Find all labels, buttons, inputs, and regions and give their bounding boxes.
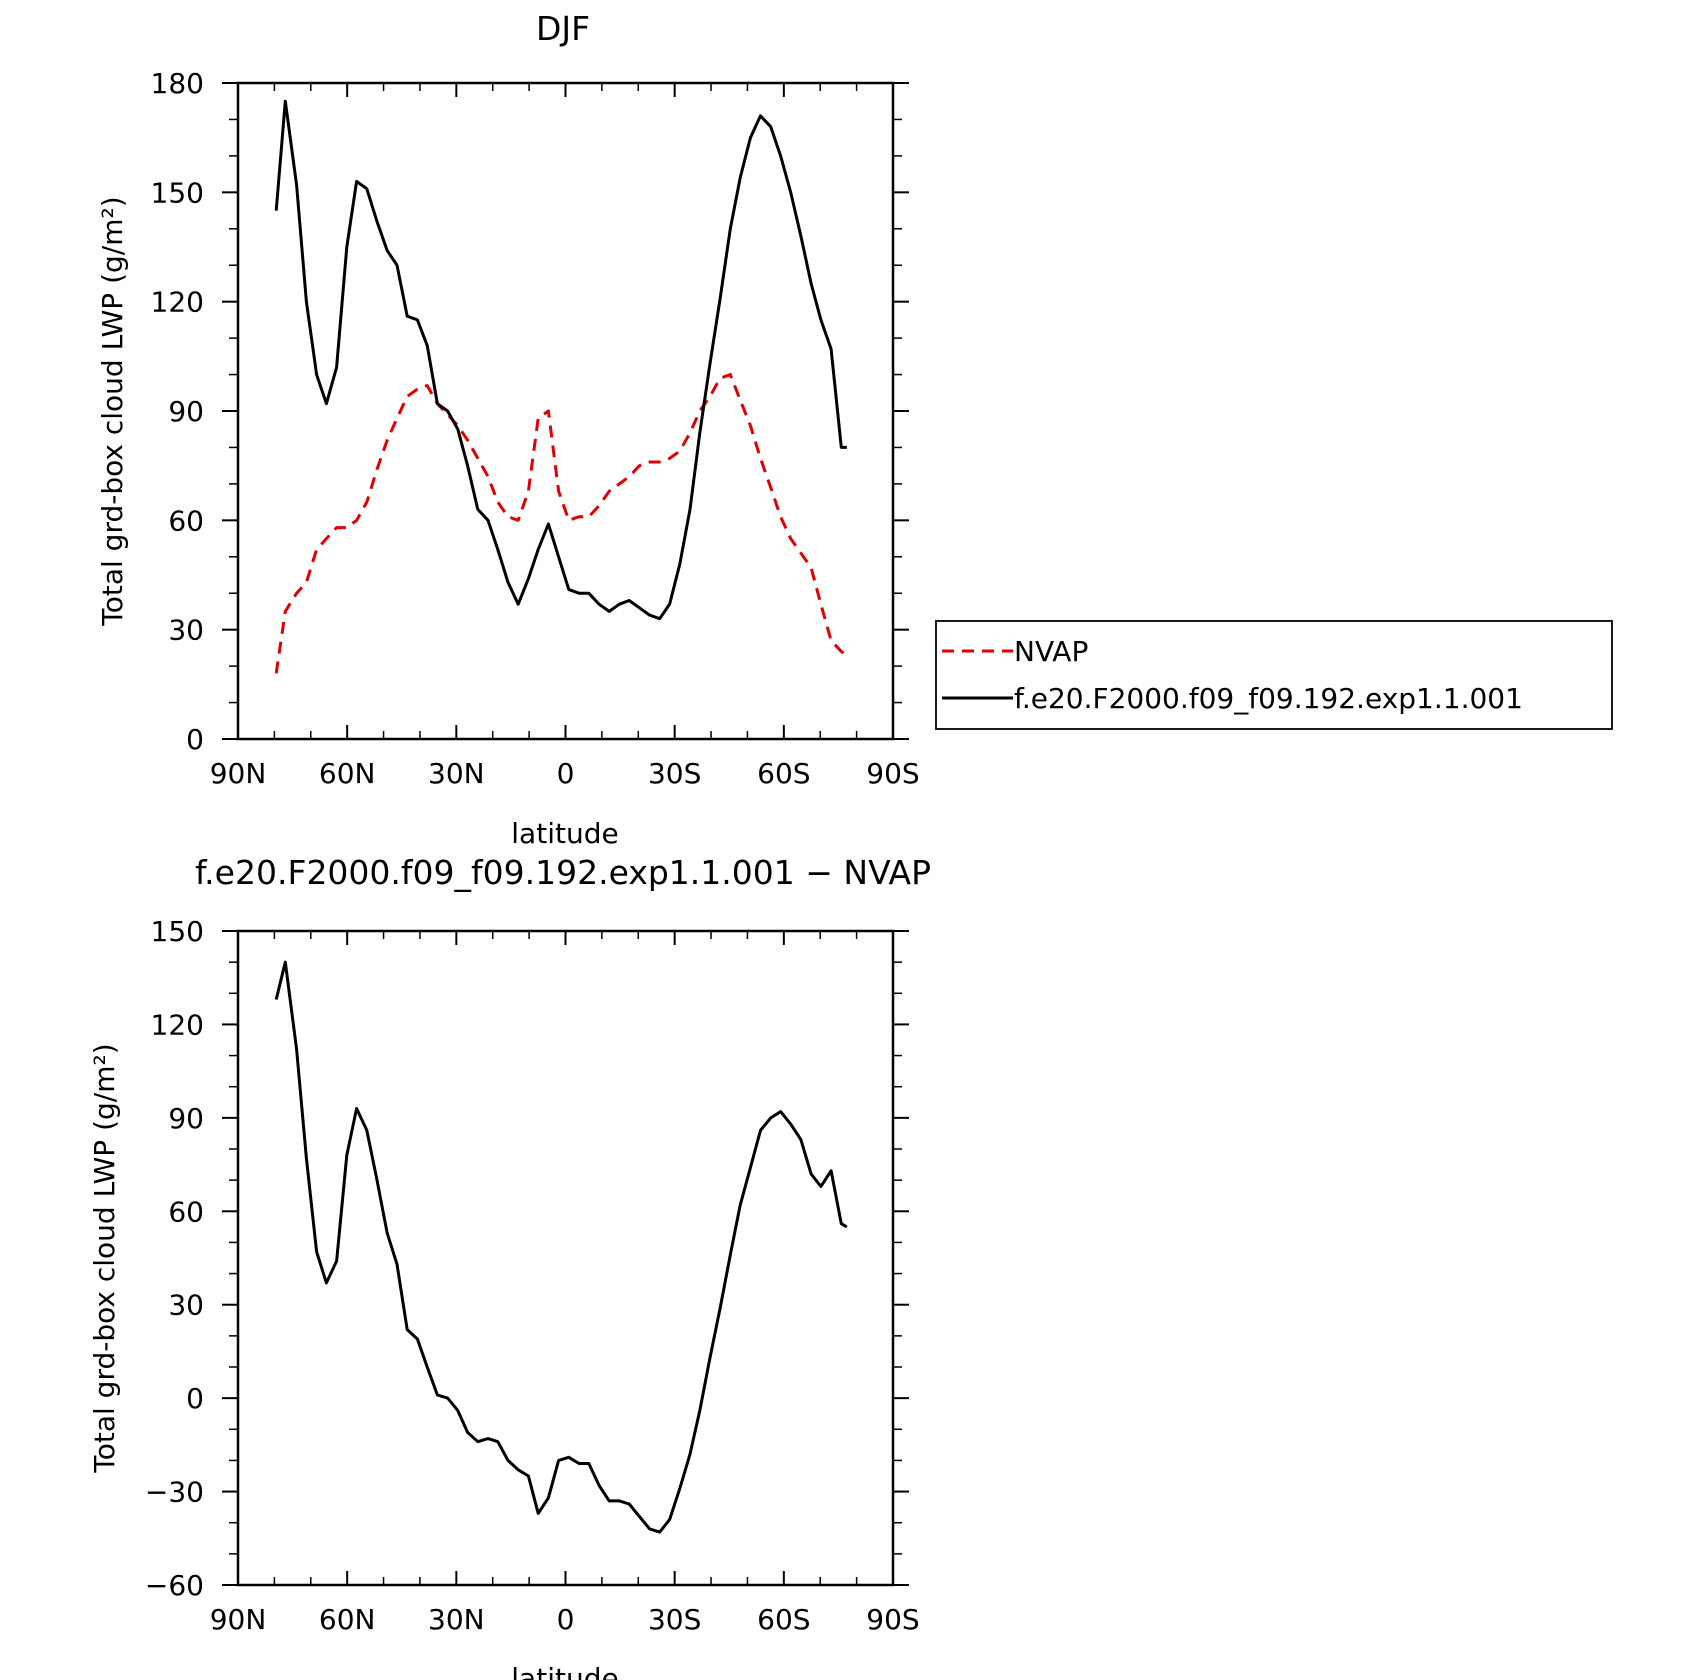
y-tick-label: 30 [168,1289,204,1322]
x-tick-label: 60N [319,1603,376,1636]
x-tick-label: 30S [648,1603,701,1636]
x-tick-label: 30N [428,1603,485,1636]
bottom-plot-frame [236,929,895,1587]
bottom-panel: f.e20.F2000.f09_f09.192.exp1.1.001 − NVA… [88,853,931,1680]
x-tick-label: 60S [757,757,810,790]
top-y-axis-title: Total grd-box cloud LWP (g/m²) [96,196,129,626]
x-tick-label: 60S [757,1603,810,1636]
x-tick-label: 60N [319,757,376,790]
bottom-y-axis-title: Total grd-box cloud LWP (g/m²) [88,1043,121,1473]
y-tick-label: −30 [145,1476,204,1509]
y-tick-label: 120 [151,286,204,319]
bottom-x-axis-title: latitude [511,1662,618,1680]
y-tick-label: 0 [186,723,204,756]
y-tick-label: 60 [168,504,204,537]
x-tick-label: 90S [866,757,919,790]
legend: NVAP f.e20.F2000.f09_f09.192.exp1.1.001 [935,620,1613,730]
y-tick-label: 0 [186,1382,204,1415]
x-tick-label: 90N [210,1603,267,1636]
x-tick-label: 0 [557,757,575,790]
y-tick-label: 90 [168,1102,204,1135]
series-line-difference [274,960,848,1534]
y-tick-label: 90 [168,395,204,428]
y-tick-label: −60 [145,1569,204,1602]
y-tick-label: 150 [151,915,204,948]
x-tick-label: 0 [557,1603,575,1636]
y-tick-label: 30 [168,614,204,647]
top-x-axis-title: latitude [511,817,618,850]
legend-label-model: f.e20.F2000.f09_f09.192.exp1.1.001 [1014,682,1523,715]
x-tick-label: 30S [648,757,701,790]
series-line-f-e20-f2000-f09-f09-192-exp1-1-001 [274,99,847,621]
legend-box [935,620,1613,730]
legend-label-nvap: NVAP [1014,635,1088,668]
top-plot-frame [236,81,895,741]
top-panel: DJF 90N 60N 30N 0 30S 60S 90S0306090120150180 … [96,9,920,850]
y-tick-label: 180 [151,67,204,100]
y-tick-label: 150 [151,176,204,209]
y-tick-label: 120 [151,1008,204,1041]
series-line-nvap [274,373,848,674]
x-tick-label: 30N [428,757,485,790]
y-tick-label: 60 [168,1195,204,1228]
x-tick-label: 90S [866,1603,919,1636]
top-panel-axes: 90N 60N 30N 0 30S 60S 90S 0 30 60 90 120 150 180 [151,67,920,790]
top-panel-title: DJF [536,9,590,48]
bottom-panel-axes: 90N 60N 30N 0 30S 60S 90S −60 −30 0 30 60 90 120 150 [145,915,920,1636]
x-tick-label: 90N [210,757,267,790]
bottom-panel-title: f.e20.F2000.f09_f09.192.exp1.1.001 − NVA… [195,853,931,892]
